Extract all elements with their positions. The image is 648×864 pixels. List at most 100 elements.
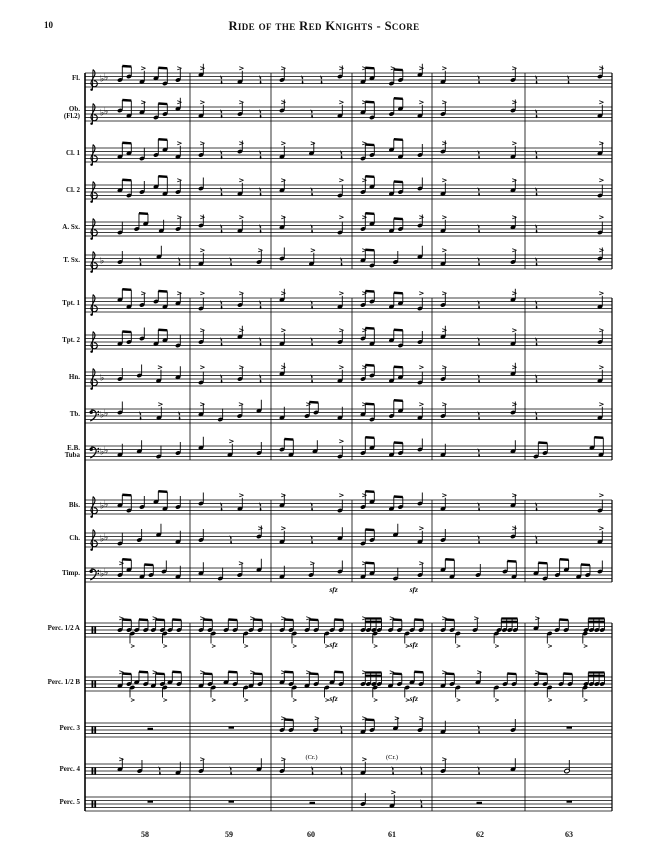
instrument-label-cl-1: Cl. 1 bbox=[66, 149, 80, 158]
svg-text:>: > bbox=[474, 615, 480, 623]
svg-text:>: > bbox=[163, 643, 168, 650]
svg-text:>: > bbox=[310, 247, 316, 255]
svg-text:>: > bbox=[281, 525, 287, 533]
svg-text:>: > bbox=[599, 65, 605, 73]
svg-text:>: > bbox=[599, 214, 605, 222]
svg-text:♭: ♭ bbox=[100, 535, 104, 545]
instrument-label-a-sx: A. Sx. bbox=[62, 223, 80, 232]
svg-text:>: > bbox=[512, 214, 518, 222]
svg-text:>: > bbox=[512, 401, 518, 409]
svg-text:♭: ♭ bbox=[104, 446, 108, 456]
instrument-label-ch: Ch. bbox=[69, 534, 80, 543]
svg-text:>: > bbox=[200, 756, 206, 764]
svg-text:♭: ♭ bbox=[100, 411, 104, 421]
svg-text:>: > bbox=[599, 177, 605, 185]
page-number: 10 bbox=[44, 20, 53, 30]
svg-text:>: > bbox=[512, 247, 518, 255]
dynamic-sfz: sfz bbox=[328, 640, 337, 649]
svg-text:>: > bbox=[238, 401, 244, 409]
svg-text:>: > bbox=[599, 327, 605, 335]
svg-text:>: > bbox=[442, 669, 448, 677]
svg-text:>: > bbox=[339, 438, 345, 446]
svg-text:♭: ♭ bbox=[100, 75, 104, 85]
instrument-label-tpt-1: Tpt. 1 bbox=[62, 299, 80, 308]
svg-text:>: > bbox=[339, 177, 345, 185]
svg-text:>: > bbox=[200, 247, 206, 255]
svg-text:>: > bbox=[599, 364, 605, 372]
svg-text:>: > bbox=[389, 669, 395, 677]
svg-text:>: > bbox=[419, 214, 425, 222]
svg-text:>: > bbox=[419, 364, 425, 372]
instrument-cue-annotation: (Cr.) bbox=[386, 754, 398, 761]
svg-text:>: > bbox=[512, 290, 518, 298]
svg-text:>: > bbox=[599, 290, 605, 298]
svg-text:>: > bbox=[442, 65, 448, 73]
svg-text:>: > bbox=[419, 99, 425, 107]
svg-text:>: > bbox=[362, 560, 368, 568]
svg-text:>: > bbox=[239, 99, 245, 107]
svg-text:♭: ♭ bbox=[104, 533, 108, 543]
svg-text:>: > bbox=[339, 492, 345, 500]
svg-text:>: > bbox=[239, 327, 245, 335]
measure-number: 63 bbox=[565, 830, 573, 839]
svg-text:>: > bbox=[119, 615, 125, 623]
instrument-cue-annotation: (Cr.) bbox=[305, 754, 317, 761]
svg-text:>: > bbox=[548, 643, 553, 650]
svg-text:>: > bbox=[310, 560, 316, 568]
svg-text:>: > bbox=[362, 99, 368, 107]
svg-text:>: > bbox=[456, 697, 461, 704]
svg-text:>: > bbox=[177, 214, 183, 222]
svg-text:>: > bbox=[177, 99, 183, 107]
svg-text:>: > bbox=[583, 643, 588, 650]
svg-text:>: > bbox=[442, 364, 448, 372]
svg-text:>: > bbox=[362, 715, 368, 723]
svg-text:>: > bbox=[456, 643, 461, 650]
svg-text:>: > bbox=[599, 247, 605, 255]
svg-text:>: > bbox=[394, 715, 400, 723]
svg-text:>: > bbox=[152, 669, 158, 677]
svg-text:>: > bbox=[442, 492, 448, 500]
svg-text:>: > bbox=[599, 525, 605, 533]
svg-text:>: > bbox=[442, 401, 448, 409]
svg-text:♭: ♭ bbox=[104, 500, 108, 510]
svg-text:>: > bbox=[494, 643, 499, 650]
svg-text:>: > bbox=[250, 615, 256, 623]
instrument-label-ob: Ob. (Fl.2) bbox=[63, 104, 80, 120]
svg-text:>: > bbox=[442, 327, 448, 335]
svg-text:>: > bbox=[239, 140, 245, 148]
svg-text:>: > bbox=[281, 669, 287, 677]
instrument-label-perc-4: Perc. 4 bbox=[59, 765, 80, 774]
svg-text:>: > bbox=[535, 669, 541, 677]
svg-text:>: > bbox=[200, 327, 206, 335]
svg-text:>: > bbox=[362, 364, 368, 372]
svg-text:>: > bbox=[200, 214, 206, 222]
svg-text:>: > bbox=[258, 247, 264, 255]
instrument-label-timp: Timp. bbox=[62, 569, 80, 578]
svg-text:>: > bbox=[339, 99, 345, 107]
svg-text:>: > bbox=[362, 492, 368, 500]
svg-text:>: > bbox=[362, 669, 368, 677]
instrument-label-fl: Fl. bbox=[72, 74, 80, 83]
svg-text:>: > bbox=[281, 290, 287, 298]
svg-text:>: > bbox=[314, 715, 320, 723]
svg-text:>: > bbox=[405, 643, 410, 650]
svg-text:>: > bbox=[200, 65, 206, 73]
svg-text:>: > bbox=[229, 438, 235, 446]
svg-text:>: > bbox=[512, 65, 518, 73]
svg-text:>: > bbox=[325, 697, 330, 704]
svg-text:>: > bbox=[512, 177, 518, 185]
svg-text:>: > bbox=[362, 177, 368, 185]
svg-text:>: > bbox=[389, 615, 395, 623]
instrument-label-tpt-2: Tpt. 2 bbox=[62, 336, 80, 345]
svg-text:>: > bbox=[239, 214, 245, 222]
svg-text:>: > bbox=[362, 140, 368, 148]
svg-text:>: > bbox=[239, 364, 245, 372]
svg-text:>: > bbox=[177, 290, 183, 298]
dynamic-sfz: sfz bbox=[409, 694, 418, 703]
measure-number: 59 bbox=[225, 830, 233, 839]
svg-text:>: > bbox=[442, 214, 448, 222]
svg-text:>: > bbox=[119, 669, 125, 677]
